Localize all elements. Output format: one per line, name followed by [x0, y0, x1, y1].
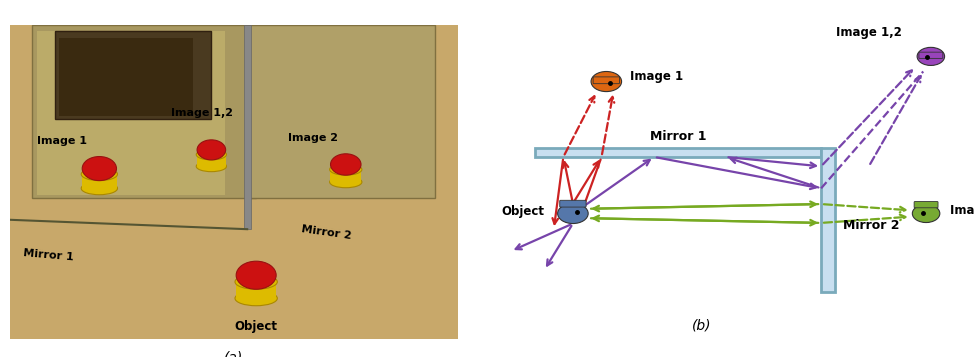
Circle shape [591, 71, 621, 92]
Bar [82, 174, 117, 188]
FancyBboxPatch shape [918, 52, 943, 59]
Ellipse shape [81, 168, 118, 181]
Text: Image 1,2: Image 1,2 [837, 26, 902, 39]
Text: Image 1,2: Image 1,2 [171, 108, 233, 118]
Ellipse shape [330, 154, 361, 175]
Bar [236, 282, 277, 298]
Bar [244, 25, 250, 229]
Ellipse shape [235, 291, 278, 306]
Ellipse shape [329, 164, 362, 175]
Text: (b): (b) [692, 319, 712, 333]
Circle shape [918, 47, 945, 65]
FancyBboxPatch shape [535, 147, 821, 157]
Ellipse shape [196, 161, 227, 172]
Ellipse shape [329, 176, 362, 188]
Text: (a): (a) [224, 350, 244, 357]
Text: Image 1: Image 1 [37, 136, 87, 146]
Circle shape [558, 203, 588, 223]
FancyBboxPatch shape [915, 202, 938, 208]
Ellipse shape [236, 261, 277, 289]
Polygon shape [37, 31, 225, 195]
Text: Image 2: Image 2 [950, 204, 974, 217]
Ellipse shape [81, 182, 118, 195]
FancyBboxPatch shape [560, 200, 586, 207]
Text: Image 2: Image 2 [287, 133, 338, 143]
FancyBboxPatch shape [593, 77, 619, 84]
Text: Mirror 2: Mirror 2 [301, 224, 353, 241]
Ellipse shape [197, 140, 226, 160]
Ellipse shape [235, 275, 278, 289]
Bar [330, 170, 361, 182]
Text: Mirror 1: Mirror 1 [23, 248, 74, 263]
Ellipse shape [196, 149, 227, 160]
FancyBboxPatch shape [821, 147, 836, 292]
Bar [59, 37, 194, 116]
Text: Mirror 2: Mirror 2 [843, 219, 899, 232]
Bar [55, 31, 211, 119]
Polygon shape [32, 25, 256, 198]
Text: Object: Object [235, 320, 278, 333]
Circle shape [913, 205, 940, 222]
Text: Object: Object [502, 205, 544, 218]
Ellipse shape [82, 157, 117, 181]
Text: Image 1: Image 1 [630, 70, 684, 83]
Bar [197, 155, 226, 166]
Text: Mirror 1: Mirror 1 [650, 130, 706, 143]
Polygon shape [247, 25, 435, 198]
